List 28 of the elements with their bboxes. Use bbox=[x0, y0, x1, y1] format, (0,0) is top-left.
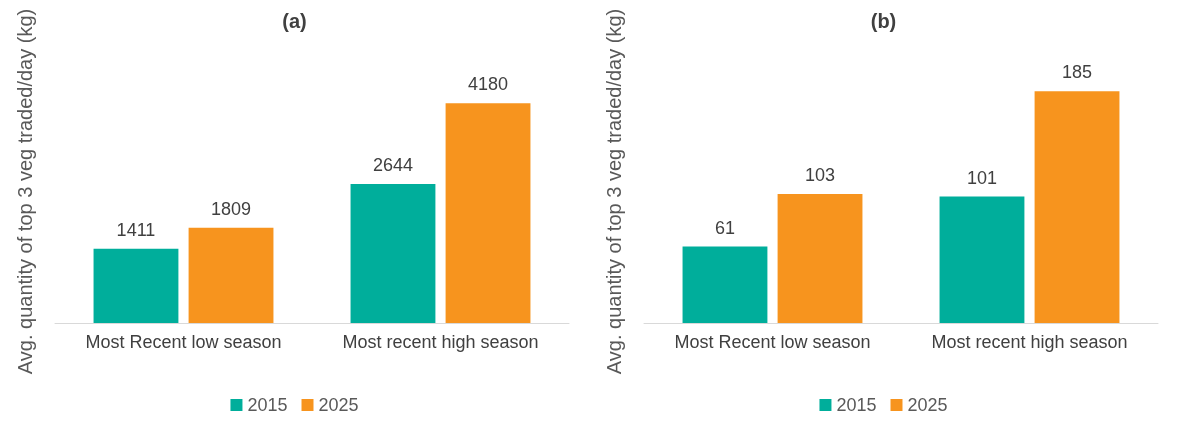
bar bbox=[188, 227, 274, 323]
y-axis-title: Avg. quantity of top 3 veg traded/day (kg) bbox=[603, 8, 625, 375]
bar bbox=[682, 246, 768, 323]
data-label: 4180 bbox=[468, 74, 509, 95]
x-tick-label: Most recent high season bbox=[342, 332, 539, 352]
data-label: 1809 bbox=[211, 198, 252, 219]
chart-title: (b) bbox=[870, 10, 897, 32]
bar bbox=[93, 248, 179, 323]
bar bbox=[350, 183, 436, 323]
chart-title: (a) bbox=[282, 10, 307, 32]
x-tick-label: Most Recent low season bbox=[85, 332, 282, 352]
data-label: 2644 bbox=[372, 154, 413, 175]
legend-label: 2025 bbox=[318, 395, 359, 415]
data-label: 61 bbox=[714, 217, 735, 238]
x-tick-label: Most recent high season bbox=[931, 332, 1128, 352]
bar bbox=[939, 196, 1025, 323]
bar bbox=[445, 103, 531, 323]
bar bbox=[1034, 91, 1120, 323]
legend-label: 2015 bbox=[247, 395, 288, 415]
data-label: 103 bbox=[805, 165, 836, 185]
data-label: 185 bbox=[1062, 62, 1093, 83]
data-label: 101 bbox=[966, 167, 997, 188]
legend-label: 2015 bbox=[836, 395, 877, 415]
bar bbox=[777, 194, 863, 323]
x-tick-label: Most Recent low season bbox=[674, 332, 871, 352]
data-label: 1411 bbox=[116, 219, 156, 240]
legend-label: 2025 bbox=[907, 395, 948, 415]
y-axis-title: Avg. quantity of top 3 veg traded/day (kg) bbox=[14, 8, 36, 375]
